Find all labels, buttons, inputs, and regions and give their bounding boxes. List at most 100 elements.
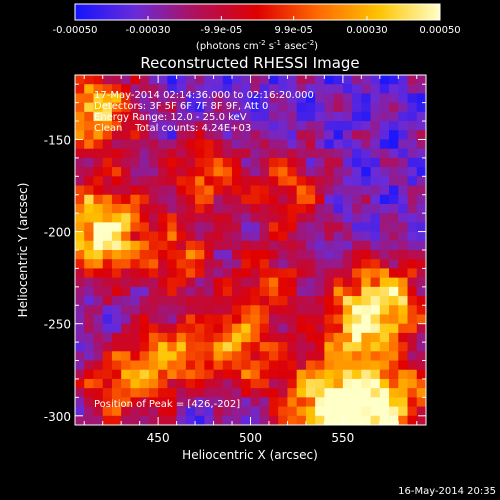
heatmap-cell [158,176,168,187]
heatmap-cell [148,286,159,297]
heatmap-cell [121,378,132,389]
heatmap-cell [389,388,399,398]
heatmap-cell [324,323,335,334]
heatmap-cell [407,111,418,122]
heatmap-cell [342,323,353,334]
heatmap-cell [268,148,279,159]
heatmap-cell [241,84,252,95]
heatmap-cell [379,360,390,371]
heatmap-cell [315,360,325,371]
heatmap-cell [287,222,298,233]
heatmap-cell [158,378,168,389]
heatmap-cell [324,93,335,104]
heatmap-cell [222,332,233,343]
heatmap-cell [250,213,261,223]
heatmap-cell [130,332,141,343]
heatmap-cell [305,296,316,306]
heatmap-cell [305,176,316,187]
heatmap-cell [139,342,150,352]
heatmap-cell [352,213,362,223]
heatmap-cell [176,314,187,325]
heatmap-cell [185,277,196,288]
heatmap-cell [407,314,418,325]
heatmap-cell [287,203,298,214]
heatmap-cell [232,388,242,398]
heatmap-cell [305,406,316,417]
heatmap-cell [324,296,335,306]
heatmap-cell [111,277,122,288]
heatmap-cell [296,277,307,288]
heatmap-cell [352,102,362,113]
heatmap-cell [222,415,233,425]
heatmap-cell [195,323,205,334]
heatmap-cell [176,240,187,251]
heatmap-cell [185,351,196,362]
heatmap-cell [379,121,390,131]
heatmap-cell [111,139,122,150]
heatmap-cell [167,378,178,389]
heatmap-cell [158,342,168,352]
heatmap-cell [416,277,426,288]
heatmap-cell [324,369,335,380]
heatmap-cell [268,415,279,425]
heatmap-cell [305,222,316,233]
heatmap-cell [241,240,252,251]
heatmap-cell [185,148,196,159]
heatmap-cell [75,84,85,95]
heatmap-cell [158,415,168,425]
heatmap-cell [259,296,270,306]
heatmap-cell [259,203,270,214]
heatmap-cell [352,231,362,242]
heatmap-cell [370,84,381,95]
heatmap-cell [379,305,390,316]
heatmap-cell [268,111,279,122]
heatmap-cell [296,406,307,417]
heatmap-cell [93,148,104,159]
heatmap-cell [268,231,279,242]
heatmap-cell [407,139,418,150]
heatmap-cell [176,351,187,362]
heatmap-cell [222,102,233,113]
heatmap-cell [379,314,390,325]
heatmap-cell [167,203,178,214]
heatmap-cell [379,296,390,306]
heatmap-cell [352,369,362,380]
heatmap-cell [121,130,132,141]
heatmap-cell [84,148,95,159]
heatmap-cell [296,194,307,205]
heatmap-cell [111,378,122,389]
heatmap-cell [176,176,187,187]
heatmap-cell [185,397,196,408]
heatmap-cell [185,203,196,214]
heatmap-cell [232,176,242,187]
heatmap-cell [121,93,132,104]
heatmap-cell [121,342,132,352]
heatmap-cell [333,102,344,113]
heatmap-cell [185,305,196,316]
heatmap-cell [232,93,242,104]
heatmap-cell [278,360,289,371]
heatmap-cell [250,286,261,297]
heatmap-cell [222,406,233,417]
heatmap-cell [398,213,409,223]
heatmap-cell [259,84,270,95]
heatmap-cell [195,121,205,131]
heatmap-cell [158,323,168,334]
heatmap-cell [268,213,279,223]
heatmap-cell [121,286,132,297]
heatmap-cell [185,286,196,297]
heatmap-cell [213,305,224,316]
chart-title: Reconstructed RHESSI Image [140,54,359,72]
heatmap-cell [342,157,353,168]
heatmap-cell [121,259,132,270]
heatmap-cell [389,406,399,417]
heatmap-cell [416,121,426,131]
heatmap-cell [75,167,85,177]
heatmap-cell [352,250,362,260]
heatmap-cell [259,259,270,270]
heatmap-cell [93,176,104,187]
heatmap-cell [204,194,215,205]
heatmap-cell [204,397,215,408]
heatmap-cell [130,250,141,260]
heatmap-cell [324,314,335,325]
